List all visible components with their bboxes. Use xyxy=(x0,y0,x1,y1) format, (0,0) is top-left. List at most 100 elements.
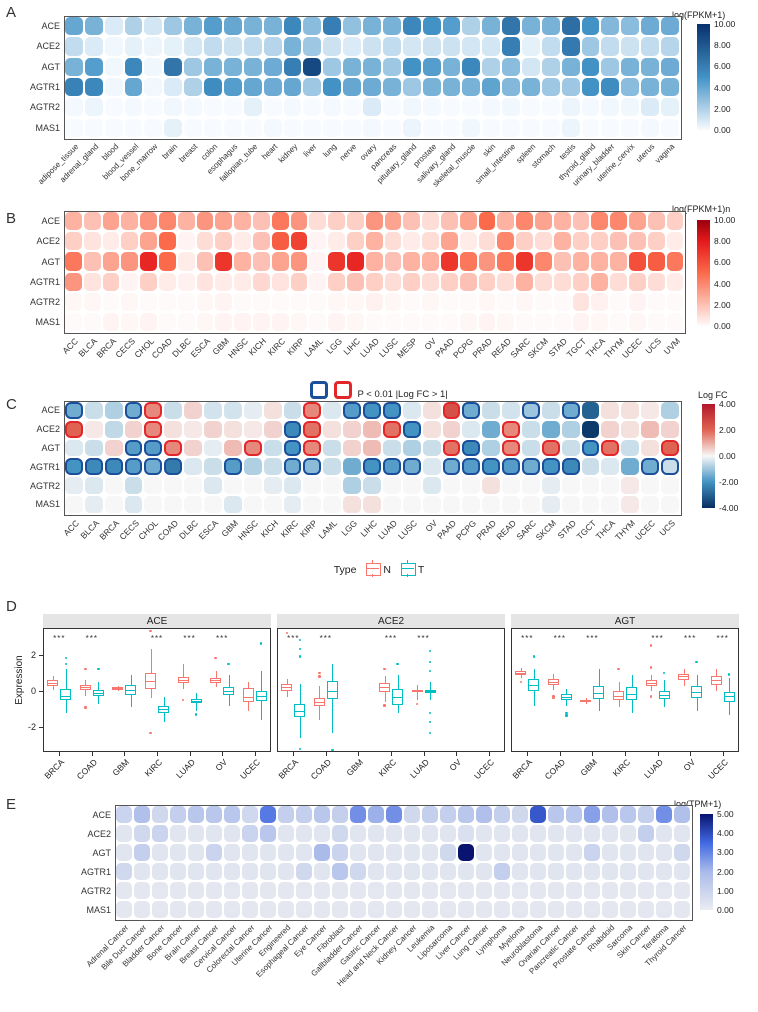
heatmap-cell-e xyxy=(332,901,348,918)
boxplot-median-t xyxy=(125,690,137,692)
heatmap-cell-e xyxy=(134,806,150,823)
heatmap-cell-a xyxy=(541,57,560,76)
heatmap-cell-c xyxy=(581,477,600,494)
significance-stars: *** xyxy=(553,634,567,643)
heatmap-cell-a xyxy=(184,37,203,56)
outlier-dot xyxy=(662,671,666,674)
heatmap-cell-c xyxy=(661,439,679,457)
heatmap-cell-a xyxy=(442,98,461,117)
heatmap-cell-e xyxy=(656,806,672,823)
heatmap-cell-c xyxy=(363,458,381,476)
heatmap-cell-c xyxy=(541,402,560,419)
outlier-dot xyxy=(617,667,620,671)
row-label-agt: AGT xyxy=(41,443,60,453)
heatmap-cell-b xyxy=(309,272,327,291)
heatmap-cell-c xyxy=(283,420,302,438)
boxplot-median-n xyxy=(242,697,254,699)
heatmap-cell-c xyxy=(124,496,143,513)
heatmap-cell-a xyxy=(561,17,580,36)
outlier-dot xyxy=(331,748,334,752)
heatmap-cell-e xyxy=(530,863,546,880)
heatmap-cell-c xyxy=(502,420,520,438)
heatmap-cell-c xyxy=(144,420,163,438)
heatmap-cell-a xyxy=(601,118,620,137)
outlier-dot xyxy=(428,660,432,664)
heatmap-cell-e xyxy=(638,844,654,861)
boxplot-median-t xyxy=(60,695,72,697)
heatmap-cell-e xyxy=(296,844,312,861)
heatmap-cell-a xyxy=(283,118,302,137)
heatmap-cell-e xyxy=(368,825,384,842)
heatmap-cell-e xyxy=(278,882,294,899)
row-label-mas1: MAS1 xyxy=(86,904,111,915)
outlier-dot xyxy=(695,660,698,664)
heatmap-cell-a xyxy=(243,37,262,56)
heatmap-cell-e xyxy=(386,825,402,842)
heatmap-cell-c xyxy=(343,420,362,438)
heatmap-cell-c xyxy=(541,439,560,457)
heatmap-cell-e xyxy=(314,806,330,823)
row-label-agtr2: AGTR2 xyxy=(29,102,60,113)
heatmap-cell-c xyxy=(522,458,540,476)
heatmap-cell-b xyxy=(102,212,120,231)
heatmap-cell-e xyxy=(674,844,690,861)
heatmap-cell-c xyxy=(204,458,222,476)
heatmap-cell-c xyxy=(84,439,103,457)
heatmap-cell-c xyxy=(402,402,421,419)
heatmap-cell-a xyxy=(144,37,163,56)
heatmap-cell-c xyxy=(621,477,640,494)
heatmap-cell-b xyxy=(309,313,327,332)
heatmap-cell-e xyxy=(674,863,690,880)
heatmap-cell-b xyxy=(253,232,270,251)
heatmap-cell-e xyxy=(278,825,294,842)
row-label-ace: ACE xyxy=(41,216,60,227)
boxplot-box-n xyxy=(379,682,390,692)
heatmap-cell-a xyxy=(402,77,421,97)
heatmap-cell-c xyxy=(283,458,302,476)
heatmap-cell-b xyxy=(422,232,439,251)
heatmap-cell-b xyxy=(102,272,120,291)
heatmap-cell-c xyxy=(363,439,381,457)
colorbar-tick-label: 0.00 xyxy=(714,321,731,331)
heatmap-cell-a xyxy=(363,57,381,76)
heatmap-cell-b xyxy=(365,232,383,251)
heatmap-cell-c xyxy=(263,439,282,457)
heatmap-cell-a xyxy=(561,57,580,76)
heatmap-cell-a xyxy=(104,77,123,97)
heatmap-cell-e xyxy=(422,882,438,899)
heatmap-cell-c xyxy=(343,402,362,419)
heatmap-cell-a xyxy=(502,17,520,36)
heatmap-cell-b xyxy=(347,313,364,332)
heatmap-cell-c xyxy=(621,439,640,457)
heatmap-cell-a xyxy=(442,17,461,36)
heatmap-cell-e xyxy=(620,825,636,842)
heatmap-cell-e xyxy=(116,806,132,823)
heatmap-cell-a xyxy=(561,118,580,137)
heatmap-cell-e xyxy=(440,882,456,899)
significance-stars: *** xyxy=(319,634,333,643)
heatmap-cell-b xyxy=(535,313,552,332)
boxplot-median-n xyxy=(79,687,91,689)
heatmap-cell-e xyxy=(566,806,582,823)
outlier-dot xyxy=(396,662,399,665)
heatmap-cell-e xyxy=(242,825,258,842)
heatmap-cell-a xyxy=(263,37,282,56)
heatmap-cell-e xyxy=(278,901,294,918)
outlier-dot xyxy=(728,673,731,676)
heatmap-cell-c xyxy=(223,439,242,457)
heatmap-cell-a xyxy=(164,77,183,97)
heatmap-cell-e xyxy=(116,825,132,842)
heatmap-cell-b xyxy=(177,272,195,291)
heatmap-cell-e xyxy=(566,901,582,918)
heatmap-cell-b xyxy=(347,292,364,311)
heatmap-cell-a xyxy=(422,57,441,76)
heatmap-cell-c xyxy=(303,420,322,438)
heatmap-cell-e xyxy=(134,863,150,880)
heatmap-cell-c xyxy=(581,439,600,457)
row-label-ace: ACE xyxy=(41,21,60,32)
heatmap-cell-b xyxy=(271,212,289,231)
heatmap-cell-b xyxy=(459,272,477,291)
heatmap-cell-c xyxy=(502,402,520,419)
heatmap-cell-c xyxy=(382,477,401,494)
